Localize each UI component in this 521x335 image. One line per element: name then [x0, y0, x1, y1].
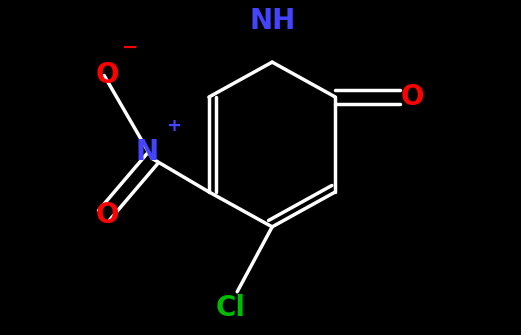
Text: Cl: Cl — [216, 294, 245, 322]
Text: N: N — [136, 138, 159, 166]
Text: +: + — [166, 117, 181, 135]
Text: O: O — [400, 83, 424, 111]
Text: NH: NH — [249, 7, 295, 36]
Text: O: O — [96, 61, 119, 89]
Text: O: O — [96, 201, 119, 229]
Text: −: − — [122, 38, 139, 57]
